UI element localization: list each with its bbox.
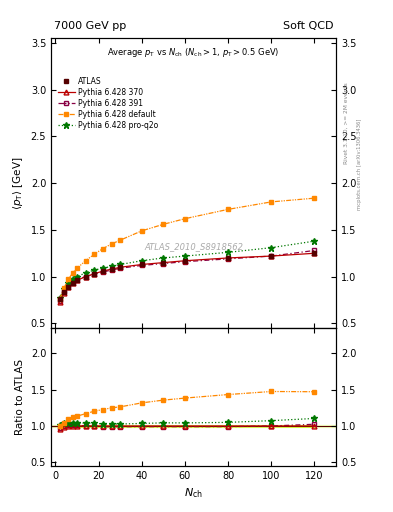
Text: Rivet 3.1.10, >= 2M events: Rivet 3.1.10, >= 2M events	[344, 82, 349, 164]
Text: ATLAS_2010_S8918562: ATLAS_2010_S8918562	[144, 242, 243, 251]
Y-axis label: Ratio to ATLAS: Ratio to ATLAS	[15, 359, 25, 435]
Y-axis label: $\langle p_\mathrm{T} \rangle$ [GeV]: $\langle p_\mathrm{T} \rangle$ [GeV]	[11, 157, 25, 210]
Text: Average $p_\mathrm{T}$ vs $N_\mathrm{ch}$ ($N_\mathrm{ch} > 1$, $p_\mathrm{T} > : Average $p_\mathrm{T}$ vs $N_\mathrm{ch}…	[107, 46, 280, 59]
Text: Soft QCD: Soft QCD	[283, 21, 333, 31]
Text: 7000 GeV pp: 7000 GeV pp	[54, 21, 126, 31]
Bar	[51, 425, 336, 426]
Legend: ATLAS, Pythia 6.428 370, Pythia 6.428 391, Pythia 6.428 default, Pythia 6.428 pr: ATLAS, Pythia 6.428 370, Pythia 6.428 39…	[58, 77, 158, 130]
X-axis label: $N_\mathrm{ch}$: $N_\mathrm{ch}$	[184, 486, 203, 500]
Text: mcplots.cern.ch [arXiv:1306.3436]: mcplots.cern.ch [arXiv:1306.3436]	[357, 118, 362, 209]
